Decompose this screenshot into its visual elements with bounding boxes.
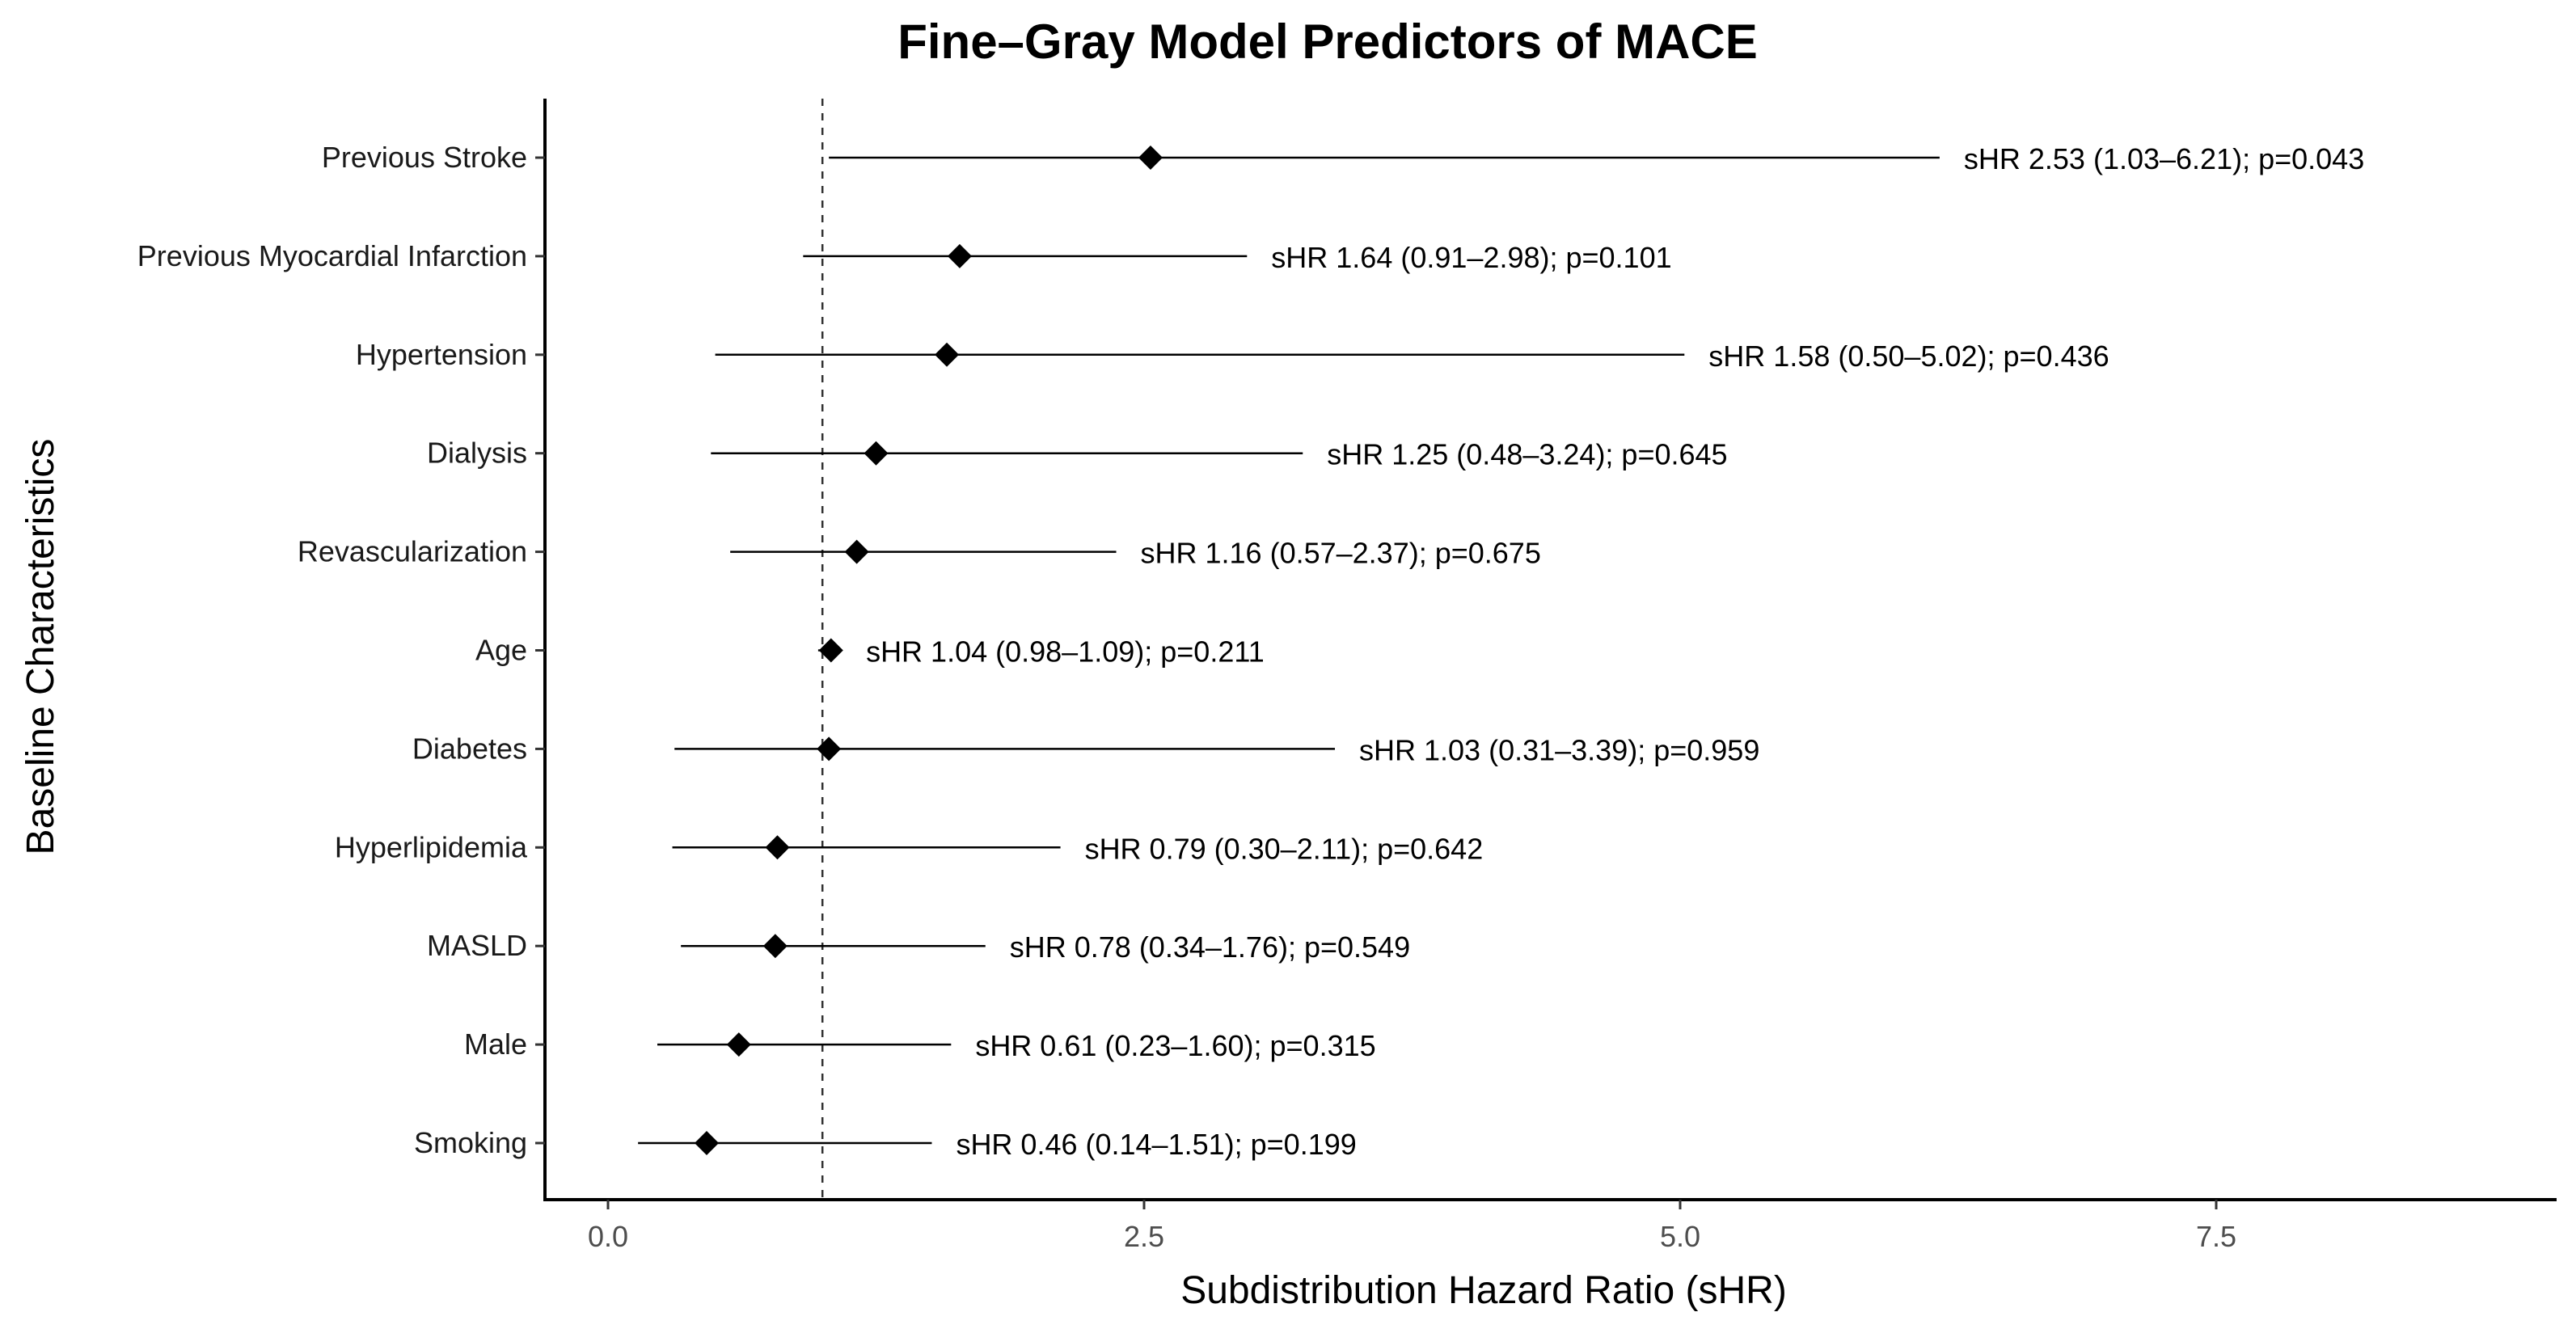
row-annotation: sHR 0.79 (0.30–2.11); p=0.642 <box>1085 832 1484 865</box>
row-annotation: sHR 0.46 (0.14–1.51); p=0.199 <box>956 1128 1356 1161</box>
y-tick-label: Revascularization <box>298 535 527 568</box>
point-estimate <box>935 342 960 367</box>
row-annotation: sHR 1.16 (0.57–2.37); p=0.675 <box>1141 537 1541 570</box>
point-estimate <box>947 243 972 268</box>
y-tick-label: Diabetes <box>412 732 527 765</box>
y-tick-label: Dialysis <box>427 437 527 470</box>
point-estimate <box>864 441 889 466</box>
point-estimate <box>726 1032 751 1057</box>
y-tick-label: Hypertension <box>356 338 527 371</box>
row-annotation: sHR 0.78 (0.34–1.76); p=0.549 <box>1010 930 1410 964</box>
point-estimate <box>817 736 842 762</box>
point-estimate <box>694 1131 719 1155</box>
y-tick-label: Previous Myocardial Infarction <box>137 239 527 272</box>
point-estimate <box>765 835 790 860</box>
x-tick-label: 7.5 <box>2196 1220 2236 1253</box>
point-estimate <box>1138 146 1163 170</box>
chart-title: Fine–Gray Model Predictors of MACE <box>897 15 1758 69</box>
y-tick-label: Age <box>475 634 527 667</box>
row-annotation: sHR 1.03 (0.31–3.39); p=0.959 <box>1359 733 1759 766</box>
point-estimate <box>818 638 843 663</box>
y-tick-label: Smoking <box>414 1126 527 1159</box>
y-tick-label: Hyperlipidemia <box>335 830 528 863</box>
x-tick-label: 5.0 <box>1660 1220 1700 1253</box>
row-annotation: sHR 0.61 (0.23–1.60); p=0.315 <box>975 1029 1375 1062</box>
y-tick-label: MASLD <box>427 929 527 962</box>
y-tick-label: Previous Stroke <box>322 141 527 174</box>
y-tick-label: Male <box>464 1027 527 1061</box>
x-axis-title: Subdistribution Hazard Ratio (sHR) <box>1180 1269 1787 1312</box>
x-tick-label: 0.0 <box>588 1220 628 1253</box>
y-axis-title: Baseline Characteristics <box>19 439 62 855</box>
point-estimate <box>762 934 788 959</box>
row-annotation: sHR 2.53 (1.03–6.21); p=0.043 <box>1964 142 2364 175</box>
x-tick-label: 2.5 <box>1124 1220 1164 1253</box>
row-annotation: sHR 1.58 (0.50–5.02); p=0.436 <box>1708 340 2109 373</box>
row-annotation: sHR 1.64 (0.91–2.98); p=0.101 <box>1271 241 1671 274</box>
row-annotation: sHR 1.25 (0.48–3.24); p=0.645 <box>1327 438 1727 471</box>
point-estimate <box>844 539 869 564</box>
row-annotation: sHR 1.04 (0.98–1.09); p=0.211 <box>866 635 1265 669</box>
